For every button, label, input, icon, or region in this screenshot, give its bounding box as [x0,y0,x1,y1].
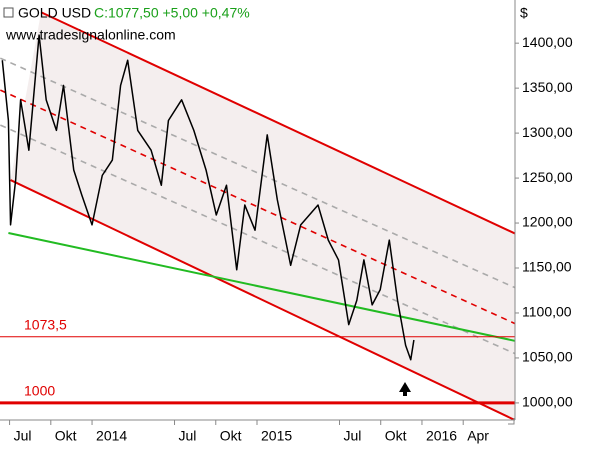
x-tick-label: Okt [385,428,407,444]
trendline [40,11,515,235]
y-unit: $ [520,5,528,21]
corner-mark [508,418,515,425]
trendline [8,232,515,342]
header-box [3,7,14,18]
level-label: 1000 [24,383,55,399]
quote: C:1077,50 +5,00 +0,47% [94,5,250,21]
x-tick-label: Okt [55,428,77,444]
x-tick-label: Okt [220,428,242,444]
x-tick-label: Jul [343,428,361,444]
x-tick-label: Jul [14,428,32,444]
trendline [10,179,515,420]
trendline [0,124,515,355]
y-tick-label: 1300,00 [522,124,573,140]
price-line [1,34,415,361]
x-tick-label: Apr [467,428,489,444]
x-tick-label: 2016 [426,428,457,444]
y-tick-label: 1200,00 [522,214,573,230]
trendline [0,89,515,325]
y-tick-label: 1350,00 [522,79,573,95]
plot [0,11,515,420]
y-tick-label: 1150,00 [522,259,572,275]
watermark: www.tradesignalonline.com [5,27,176,43]
y-tick-label: 1000,00 [522,394,573,410]
x-tick-label: 2014 [96,428,127,444]
y-tick-label: 1250,00 [522,169,573,185]
y-tick-label: 1100,00 [522,304,572,320]
arrow [399,382,411,396]
channel-fill [10,12,515,420]
y-tick-label: 1400,00 [522,34,573,50]
series-name: GOLD USD [18,5,91,21]
x-tick-label: 2015 [261,428,292,444]
level-label: 1073,5 [24,317,67,333]
x-tick-label: Jul [179,428,197,444]
y-tick-label: 1050,00 [522,349,573,365]
